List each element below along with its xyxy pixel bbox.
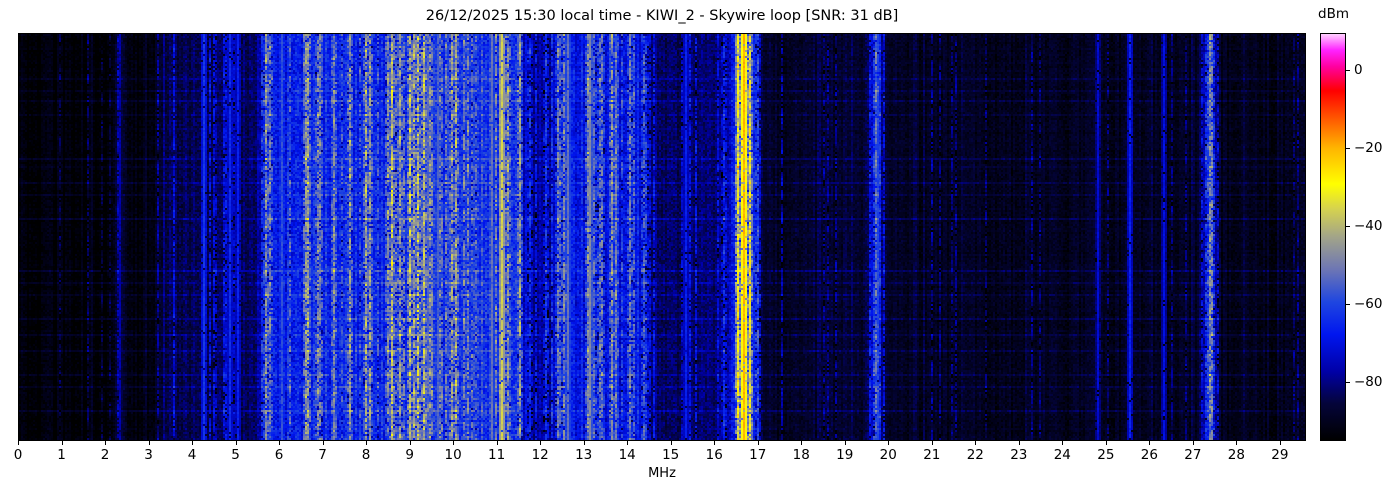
x-axis-tick (670, 441, 672, 445)
x-axis-tick (366, 441, 368, 445)
x-axis-tick-label: 8 (361, 447, 371, 463)
x-axis-tick (148, 441, 150, 445)
x-axis-tick (105, 441, 107, 445)
x-axis-tick (192, 441, 194, 445)
x-axis-tick-label: 22 (966, 447, 984, 463)
colorbar-tick-label: −80 (1354, 374, 1383, 391)
x-axis-tick (409, 441, 411, 445)
colorbar-tick (1346, 382, 1350, 384)
x-axis-tick (801, 441, 803, 445)
colorbar (1320, 33, 1346, 441)
x-axis-tick (61, 441, 63, 445)
x-axis-tick-label: 11 (488, 447, 506, 463)
x-axis-tick-label: 16 (705, 447, 723, 463)
colorbar-tick-label: 0 (1354, 62, 1363, 79)
colorbar-tick-label: −20 (1354, 140, 1383, 157)
x-axis-tick-label: 10 (444, 447, 462, 463)
spectrogram-axes[interactable] (18, 33, 1306, 441)
x-axis-tick-label: 14 (618, 447, 636, 463)
colorbar-title: dBm (1318, 6, 1349, 22)
x-axis-tick (322, 441, 324, 445)
x-axis-tick-label: 5 (231, 447, 240, 463)
x-axis-tick-label: 19 (836, 447, 854, 463)
x-axis-tick-label: 20 (879, 447, 897, 463)
x-axis-tick (453, 441, 455, 445)
x-axis-tick (888, 441, 890, 445)
x-axis-tick (279, 441, 281, 445)
x-axis-tick-label: 2 (100, 447, 110, 463)
colorbar-tick-label: −60 (1354, 296, 1383, 313)
x-axis-tick-label: 27 (1184, 447, 1202, 463)
x-axis-tick-label: 9 (405, 447, 414, 463)
colorbar-tick (1346, 70, 1350, 72)
x-axis-tick-label: 7 (318, 447, 327, 463)
x-axis-tick (844, 441, 846, 445)
x-axis-tick (627, 441, 629, 445)
x-axis-tick (931, 441, 933, 445)
x-axis-tick-label: 3 (144, 447, 153, 463)
x-axis-tick (1279, 441, 1281, 445)
x-axis-tick (1018, 441, 1020, 445)
x-axis-tick-label: 4 (187, 447, 197, 463)
x-axis-tick (1192, 441, 1194, 445)
x-axis-tick-label: 0 (13, 447, 23, 463)
x-axis-tick-label: 6 (274, 447, 284, 463)
x-axis-tick (1236, 441, 1238, 445)
spectrogram-canvas[interactable] (19, 34, 1305, 440)
x-axis-tick (975, 441, 977, 445)
x-axis-tick (540, 441, 542, 445)
colorbar-tick (1346, 304, 1350, 306)
x-axis-tick (1062, 441, 1064, 445)
x-axis-tick-label: 12 (531, 447, 549, 463)
x-axis-tick-label: 28 (1227, 447, 1245, 463)
x-axis-tick (18, 441, 19, 445)
x-axis-ticks: 0 1 2 3 4 5 6 7 8 9 10 11 12 13 14 15 16 17 18 19 20 21 22 23 24… (14, 441, 1306, 471)
x-axis-tick-label: 25 (1097, 447, 1115, 463)
x-axis-tick-label: 26 (1140, 447, 1158, 463)
x-axis-tick-label: 23 (1010, 447, 1028, 463)
x-axis-tick-label: 15 (662, 447, 680, 463)
x-axis-tick (583, 441, 585, 445)
x-axis-tick (496, 441, 498, 445)
x-axis-tick (1105, 441, 1107, 445)
x-axis-tick-label: 1 (57, 447, 66, 463)
x-axis-tick-label: 13 (575, 447, 593, 463)
x-axis-tick-label: 21 (923, 447, 941, 463)
x-axis-tick-label: 17 (749, 447, 767, 463)
colorbar-ticks: 0 −20 −40 −60 −80 (1346, 33, 1400, 441)
colorbar-tick-label: −40 (1354, 218, 1383, 235)
x-axis-tick (714, 441, 716, 445)
colorbar-tick (1346, 226, 1350, 228)
x-axis-tick (235, 441, 237, 445)
colorbar-tick (1346, 148, 1350, 150)
x-axis-tick (757, 441, 759, 445)
x-axis-label: MHz (648, 466, 676, 481)
x-axis-tick-label: 29 (1271, 447, 1289, 463)
x-axis-tick (1149, 441, 1151, 445)
colorbar-gradient (1321, 34, 1345, 440)
x-axis-tick-label: 24 (1053, 447, 1071, 463)
x-axis-tick-label: 18 (792, 447, 810, 463)
page-title: 26/12/2025 15:30 local time - KIWI_2 - S… (425, 8, 899, 24)
